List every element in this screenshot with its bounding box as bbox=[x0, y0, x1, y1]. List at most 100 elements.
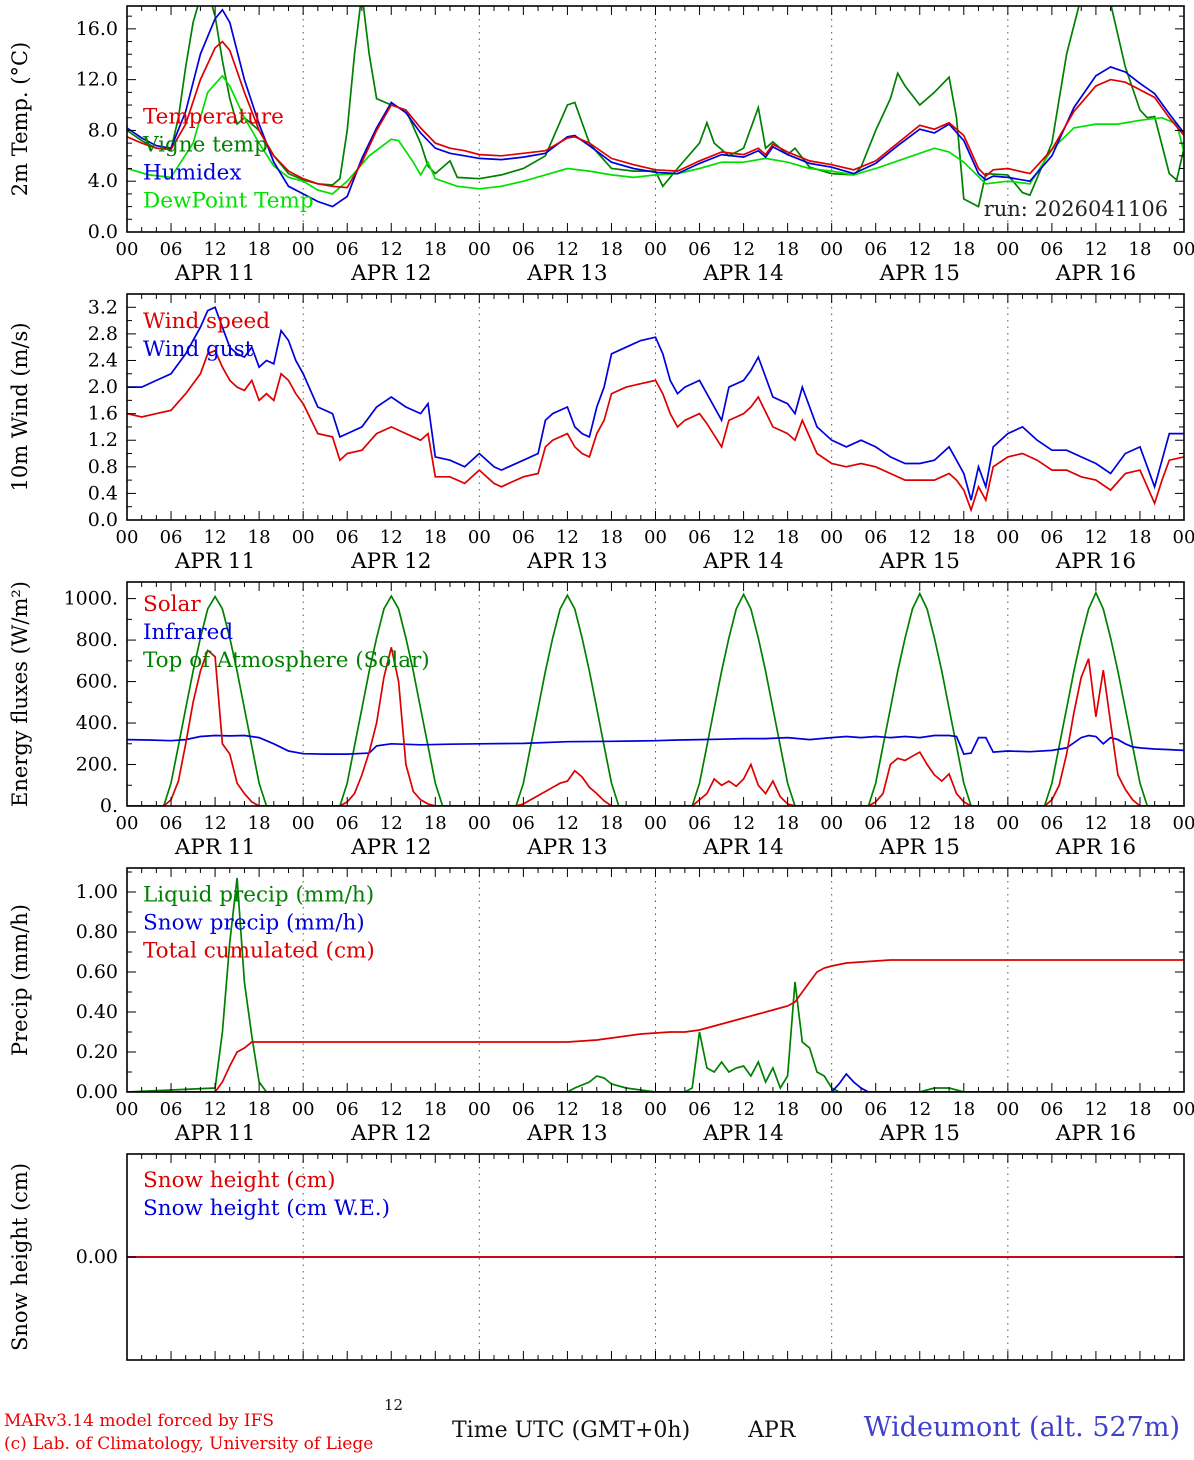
station-label: Wideumont (alt. 527m) bbox=[863, 1412, 1180, 1443]
y-tick-label: 3.2 bbox=[88, 296, 118, 318]
hour-tick-label: 18 bbox=[424, 813, 447, 834]
legend-item: Temperature bbox=[143, 105, 284, 130]
hour-tick-label: 06 bbox=[336, 813, 359, 834]
hour-tick-label: 12 bbox=[1084, 813, 1107, 834]
y-tick-label: 1.6 bbox=[88, 403, 118, 425]
hour-tick-label: 00 bbox=[820, 527, 843, 548]
hour-tick-label: 00 bbox=[292, 527, 315, 548]
hour-tick-label: 18 bbox=[600, 527, 623, 548]
hour-tick-label: 18 bbox=[776, 1099, 799, 1120]
hour-tick-label: 18 bbox=[952, 239, 975, 260]
hour-tick-label: 12 bbox=[732, 239, 755, 260]
legend-item: Snow height (cm) bbox=[143, 1168, 336, 1193]
hour-tick-label: 00 bbox=[644, 239, 667, 260]
day-label: APR 11 bbox=[174, 835, 255, 858]
hour-tick-label: 06 bbox=[1040, 527, 1063, 548]
hour-tick-label: 06 bbox=[1040, 1099, 1063, 1120]
hour-tick-label: 00 bbox=[292, 1099, 315, 1120]
hour-tick-label: 06 bbox=[688, 527, 711, 548]
hour-tick-label: 12 bbox=[1084, 1099, 1107, 1120]
chart-canvas: 00 06 12 18 00 06 12 18 00 06 12 18 00 06 12 18 00 06 12 18… bbox=[8, 867, 1194, 1146]
chart-canvas: 0.00 Snow height (cm) Snow height (cm) Snow… bbox=[8, 1153, 1185, 1361]
month-label: APR bbox=[748, 1418, 796, 1443]
chart-canvas: 00 06 12 18 00 06 12 18 00 06 12 18 00 06 12 18 00 06 12 18… bbox=[8, 581, 1194, 860]
y-tick-label: 0.0 bbox=[88, 221, 118, 243]
hour-tick-label: 00 bbox=[996, 813, 1019, 834]
hour-tick-label: 06 bbox=[336, 239, 359, 260]
hour-tick-label: 12 bbox=[732, 813, 755, 834]
hour-tick-label: 12 bbox=[556, 813, 579, 834]
legend-item: Infrared bbox=[143, 620, 233, 645]
footer: MARv3.14 model forced by IFS (c) Lab. of… bbox=[0, 1374, 1194, 1460]
day-label: APR 13 bbox=[526, 261, 607, 284]
day-label: APR 12 bbox=[350, 835, 431, 858]
y-tick-label: 0.00 bbox=[76, 1081, 118, 1103]
series-liquid-precip bbox=[127, 877, 1184, 1092]
legend-item: Liquid precip (mm/h) bbox=[143, 883, 374, 908]
hour-tick-label: 06 bbox=[864, 1099, 887, 1120]
legend-item: Snow precip (mm/h) bbox=[143, 911, 365, 936]
day-label: APR 13 bbox=[526, 835, 607, 858]
hour-tick-label: 18 bbox=[1129, 527, 1152, 548]
hour-tick-label: 18 bbox=[248, 1099, 271, 1120]
lab-credit: (c) Lab. of Climatology, University of L… bbox=[4, 1433, 374, 1454]
y-tick-label: 0.80 bbox=[76, 921, 118, 943]
hour-tick-label: 18 bbox=[776, 813, 799, 834]
hour-tick-label: 18 bbox=[248, 527, 271, 548]
legend-item: Solar bbox=[143, 592, 201, 617]
chart-canvas: 00 06 12 18 00 06 12 18 00 06 12 18 00 06 12 18 00 06 12 18… bbox=[8, 293, 1194, 574]
hour-tick-label: 00 bbox=[116, 527, 139, 548]
hour-tick-label: 00 bbox=[996, 527, 1019, 548]
hour-tick-label: 12 bbox=[380, 527, 403, 548]
hour-tick-label: 12 bbox=[556, 1099, 579, 1120]
y-tick-label: 1.00 bbox=[76, 881, 118, 903]
legend-item: Wind gust bbox=[143, 337, 254, 362]
y-axis-title: Energy fluxes (W/m²) bbox=[8, 581, 32, 807]
legend-item: Vigne temp bbox=[142, 133, 268, 158]
day-label: APR 13 bbox=[526, 1121, 607, 1144]
hour-tick-label: 00 bbox=[468, 239, 491, 260]
hour-tick-label: 06 bbox=[336, 527, 359, 548]
page-number: 12 bbox=[384, 1396, 404, 1414]
day-label: APR 16 bbox=[1055, 261, 1136, 284]
y-tick-label: 400. bbox=[76, 712, 118, 734]
hour-tick-label: 00 bbox=[644, 1099, 667, 1120]
day-label: APR 14 bbox=[702, 261, 783, 284]
day-label: APR 15 bbox=[879, 1121, 960, 1144]
day-label: APR 14 bbox=[702, 1121, 783, 1144]
y-tick-label: 4.0 bbox=[88, 170, 118, 192]
y-tick-label: 0.0 bbox=[88, 509, 118, 531]
y-tick-label: 0.60 bbox=[76, 961, 118, 983]
hour-tick-label: 18 bbox=[952, 1099, 975, 1120]
day-label: APR 15 bbox=[879, 261, 960, 284]
hour-tick-label: 00 bbox=[468, 813, 491, 834]
hour-tick-label: 00 bbox=[292, 239, 315, 260]
hour-tick-label: 06 bbox=[512, 813, 535, 834]
hour-tick-label: 12 bbox=[908, 527, 931, 548]
hour-tick-label: 12 bbox=[204, 1099, 227, 1120]
hour-tick-label: 00 bbox=[996, 239, 1019, 260]
hour-tick-label: 00 bbox=[292, 813, 315, 834]
credits: MARv3.14 model forced by IFS (c) Lab. of… bbox=[4, 1410, 373, 1456]
day-label: APR 11 bbox=[174, 1121, 255, 1144]
series-temperature bbox=[127, 40, 1184, 189]
hour-tick-label: 00 bbox=[820, 813, 843, 834]
hour-tick-label: 18 bbox=[424, 527, 447, 548]
legend-item: Wind speed bbox=[143, 309, 270, 334]
hour-tick-label: 00 bbox=[996, 1099, 1019, 1120]
day-label: APR 12 bbox=[350, 261, 431, 284]
y-tick-label: 0.40 bbox=[76, 1001, 118, 1023]
y-tick-label: 2.8 bbox=[88, 323, 118, 345]
series-infrared bbox=[127, 734, 1184, 756]
y-tick-label: 1.2 bbox=[88, 429, 118, 451]
hour-tick-label: 06 bbox=[1040, 239, 1063, 260]
hour-tick-label: 00 bbox=[644, 813, 667, 834]
y-tick-label: 0. bbox=[100, 795, 118, 817]
day-label: APR 15 bbox=[879, 835, 960, 858]
series-wind-gust bbox=[127, 306, 1184, 501]
y-tick-label: 8.0 bbox=[88, 119, 118, 141]
hour-tick-label: 06 bbox=[512, 527, 535, 548]
hour-tick-label: 06 bbox=[160, 1099, 183, 1120]
hour-tick-label: 00 bbox=[116, 1099, 139, 1120]
y-axis-title: 10m Wind (m/s) bbox=[8, 322, 32, 491]
